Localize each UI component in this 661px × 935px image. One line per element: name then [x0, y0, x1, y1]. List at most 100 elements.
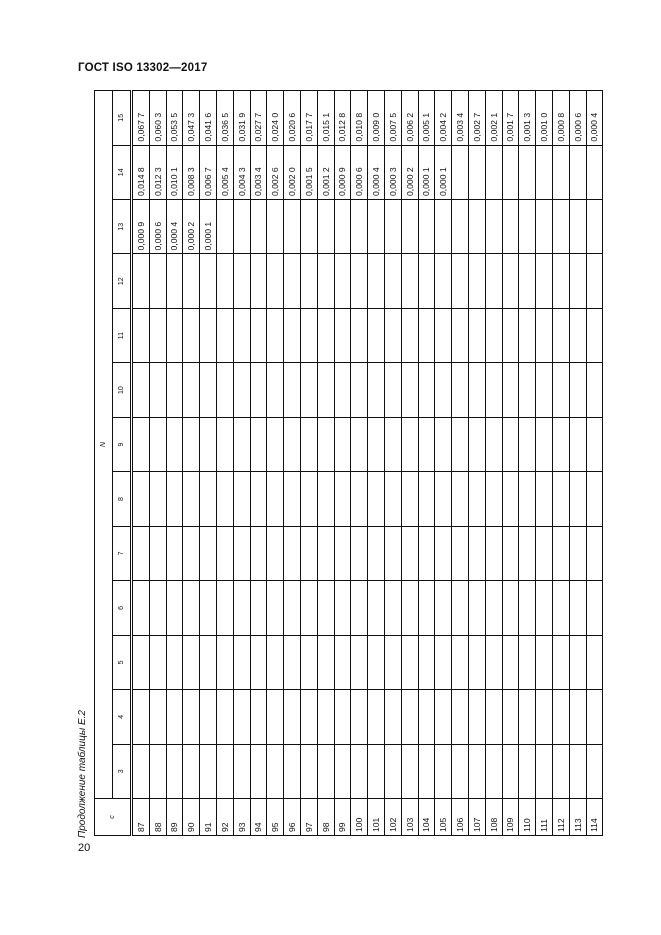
empty-cell [250, 362, 267, 418]
empty-cell [216, 253, 234, 309]
empty-cell [149, 362, 167, 418]
empty-cell [166, 308, 183, 363]
table-row: 105 0,000 1 0,004 2 [434, 90, 452, 836]
n13-value-cell [250, 199, 267, 254]
empty-cell [233, 580, 251, 636]
empty-cell [317, 417, 335, 472]
empty-cell [586, 308, 603, 363]
empty-cell [216, 308, 234, 363]
empty-cell [518, 635, 536, 690]
n-column-header: 12 [112, 253, 132, 309]
c-value-cell: 113 [569, 798, 587, 836]
empty-cell [418, 689, 435, 745]
empty-cell [317, 689, 335, 745]
empty-cell [182, 526, 200, 581]
empty-cell [300, 362, 318, 418]
empty-cell [502, 580, 519, 636]
empty-cell [518, 417, 536, 472]
empty-cell [350, 635, 368, 690]
empty-cell [418, 308, 435, 363]
empty-cell [451, 308, 469, 363]
empty-cell [266, 417, 284, 472]
empty-cell [131, 526, 150, 581]
empty-cell [485, 580, 503, 636]
empty-cell [552, 253, 570, 309]
empty-cell [216, 471, 234, 527]
empty-cell [216, 526, 234, 581]
table-row: 90 0,000 2 0,008 3 0,047 3 [182, 90, 200, 836]
n13-value-cell [300, 199, 318, 254]
empty-cell [384, 471, 402, 527]
empty-cell [199, 635, 217, 690]
empty-cell [334, 308, 351, 363]
table-row: 93 0,004 3 0,031 9 [233, 90, 251, 836]
empty-cell [485, 253, 503, 309]
c-value-cell: 103 [401, 798, 419, 836]
n-column-header: 8 [112, 471, 132, 527]
empty-cell [199, 308, 217, 363]
n-header: N [94, 90, 113, 799]
empty-cell [535, 471, 553, 527]
empty-cell [401, 417, 419, 472]
empty-cell [300, 253, 318, 309]
empty-cell [535, 253, 553, 309]
n15-value-cell: 0,020 6 [283, 90, 301, 146]
empty-cell [266, 362, 284, 418]
empty-cell [250, 308, 267, 363]
table-row: 114 0,000 4 [586, 90, 603, 836]
n14-value-cell: 0,010 1 [166, 145, 183, 200]
n14-value-cell: 0,008 3 [182, 145, 200, 200]
empty-cell [434, 744, 452, 799]
n13-value-cell [434, 199, 452, 254]
empty-cell [317, 253, 335, 309]
c-value-cell: 95 [266, 798, 284, 836]
n15-value-cell: 0,001 3 [518, 90, 536, 146]
n-column-header: 9 [112, 417, 132, 472]
n14-value-cell: 0,012 3 [149, 145, 167, 200]
n14-value-cell: 0,001 5 [300, 145, 318, 200]
empty-cell [468, 362, 486, 418]
empty-cell [334, 417, 351, 472]
empty-cell [468, 689, 486, 745]
n14-value-cell: 0,000 2 [401, 145, 419, 200]
n14-value-cell [518, 145, 536, 200]
n15-value-cell: 0,036 5 [216, 90, 234, 146]
n15-value-cell: 0,047 3 [182, 90, 200, 146]
empty-cell [367, 362, 385, 418]
c-value-cell: 94 [250, 798, 267, 836]
n-column-header: 4 [112, 689, 132, 745]
empty-cell [502, 744, 519, 799]
empty-cell [418, 526, 435, 581]
empty-cell [468, 526, 486, 581]
empty-cell [266, 580, 284, 636]
c-header: c [94, 798, 132, 836]
empty-cell [199, 580, 217, 636]
c-value-cell: 104 [418, 798, 435, 836]
empty-cell [350, 526, 368, 581]
empty-cell [266, 744, 284, 799]
empty-cell [418, 417, 435, 472]
n15-value-cell: 0,031 9 [233, 90, 251, 146]
n13-value-cell [266, 199, 284, 254]
empty-cell [199, 362, 217, 418]
n14-value-cell [586, 145, 603, 200]
empty-cell [283, 362, 301, 418]
table-row: 107 0,002 7 [468, 90, 486, 836]
empty-cell [384, 253, 402, 309]
empty-cell [401, 580, 419, 636]
empty-cell [451, 471, 469, 527]
table-row: 95 0,002 6 0,024 0 [266, 90, 284, 836]
document-title: ГОСТ ISO 13302—2017 [78, 62, 208, 74]
table-row: 88 0,000 6 0,012 3 0,060 3 [149, 90, 167, 836]
empty-cell [166, 253, 183, 309]
n15-value-cell: 0,006 2 [401, 90, 419, 146]
empty-cell [149, 308, 167, 363]
empty-cell [233, 308, 251, 363]
c-value-cell: 91 [199, 798, 217, 836]
empty-cell [233, 635, 251, 690]
empty-cell [334, 744, 351, 799]
c-value-cell: 100 [350, 798, 368, 836]
empty-cell [334, 253, 351, 309]
empty-cell [535, 308, 553, 363]
empty-cell [266, 471, 284, 527]
